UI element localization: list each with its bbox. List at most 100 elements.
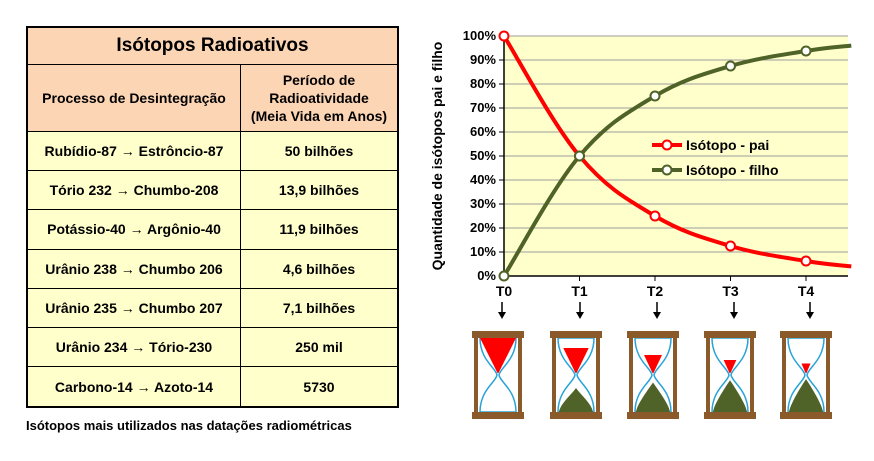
- legend-marker: [661, 164, 673, 176]
- y-axis-label: Quantidade de isótopos pai e filho: [429, 42, 445, 271]
- table-row: Urânio 234 → Tório-230 250 mil: [26, 326, 399, 368]
- data-point: [498, 270, 510, 282]
- down-arrow-head-icon: [576, 312, 584, 319]
- hourglass-right-post: [673, 338, 677, 412]
- hourglass-top-plate: [472, 331, 524, 338]
- hourglass-row: [470, 302, 870, 420]
- table-row: Potássio-40 → Argônio-40 11,9 bilhões: [26, 209, 399, 250]
- hourglass-graphic: [550, 331, 602, 419]
- data-point: [725, 240, 736, 252]
- data-point: [649, 210, 661, 222]
- hourglass-right-post: [826, 338, 830, 412]
- legend-label: Isótopo - pai: [686, 137, 769, 153]
- y-tick-label: 30%: [470, 196, 496, 211]
- x-tick-label: T1: [571, 283, 588, 299]
- hourglass-t3-icon: [702, 330, 758, 420]
- hourglass-right-post: [750, 338, 754, 412]
- hourglass-top-plate: [704, 331, 756, 338]
- hourglass-top-plate: [550, 331, 602, 338]
- hourglass-left-post: [782, 338, 786, 412]
- parent-sand: [801, 363, 811, 373]
- y-tick-label: 60%: [470, 124, 496, 139]
- process-cell: Potássio-40 → Argônio-40: [26, 209, 241, 250]
- hourglass-left-post: [629, 338, 633, 412]
- half-life-cell: 11,9 bilhões: [240, 209, 399, 250]
- hourglass-graphic: [472, 331, 524, 419]
- half-life-cell: 250 mil: [240, 326, 399, 368]
- down-arrow-head-icon: [806, 312, 814, 319]
- process-cell: Urânio 234 → Tório-230: [26, 326, 241, 368]
- legend-marker: [661, 139, 673, 151]
- hourglass-left-post: [706, 338, 710, 412]
- half-life-cell: 4,6 bilhões: [240, 248, 399, 289]
- daughter-sand: [713, 380, 747, 412]
- table-row: Urânio 235 → Chumbo 207 7,1 bilhões: [26, 287, 399, 328]
- table-row: Carbono-14 → Azoto-14 5730: [26, 366, 399, 408]
- column-header-half-life-line: (Meia Vida em Anos): [250, 108, 388, 124]
- hourglass-t4-icon: [778, 330, 834, 420]
- hourglass-graphic: [627, 331, 679, 419]
- hourglass-bottom-plate: [780, 412, 832, 419]
- hourglass-t1-icon: [548, 330, 604, 420]
- table-row: Tório 232 → Chumbo-208 13,9 bilhões: [26, 170, 399, 211]
- column-header-process: Processo de Desintegração: [26, 64, 241, 132]
- hourglass-graphic: [780, 331, 832, 419]
- y-tick-label: 90%: [470, 52, 496, 67]
- half-life-cell: 50 bilhões: [240, 130, 399, 172]
- daughter-sand: [559, 387, 593, 412]
- hourglass-bottom-plate: [627, 412, 679, 419]
- table-row: Urânio 238 → Chumbo 206 4,6 bilhões: [26, 248, 399, 289]
- hourglass-bottom-plate: [704, 412, 756, 419]
- down-arrow-head-icon: [498, 312, 506, 319]
- y-tick-label: 0%: [477, 268, 496, 283]
- hourglass-right-post: [596, 338, 600, 412]
- hourglass-top-plate: [627, 331, 679, 338]
- hourglass-left-post: [474, 338, 478, 412]
- y-tick-label: 50%: [470, 148, 496, 163]
- table-caption: Isótopos mais utilizados nas datações ra…: [26, 418, 352, 433]
- hourglass-bottom-plate: [472, 412, 524, 419]
- down-arrow-head-icon: [653, 312, 661, 319]
- column-header-half-life: Período de Radioatividade (Meia Vida em …: [240, 64, 399, 132]
- data-point: [574, 150, 585, 162]
- data-point: [800, 255, 812, 267]
- x-tick-label: T4: [798, 283, 815, 299]
- parent-sand: [480, 338, 516, 373]
- data-point: [498, 30, 510, 42]
- data-point: [649, 90, 661, 102]
- data-point: [800, 45, 812, 57]
- data-point: [725, 60, 736, 72]
- table-title: Isótopos Radioativos: [26, 26, 399, 65]
- hourglass-right-post: [518, 338, 522, 412]
- column-header-half-life-line: Radioatividade: [269, 90, 369, 106]
- process-cell: Urânio 235 → Chumbo 207: [26, 287, 241, 328]
- arrows-layer: [498, 302, 814, 319]
- daughter-sand: [636, 382, 670, 412]
- process-cell: Carbono-14 → Azoto-14: [26, 366, 241, 408]
- hourglass-bottom-plate: [550, 412, 602, 419]
- parent-sand: [723, 359, 737, 373]
- table-row: Rubídio-87 → Estrôncio-87 50 bilhões: [26, 130, 399, 172]
- x-tick-label: T3: [722, 283, 739, 299]
- decay-chart: 0% 10% 20% 30% 40% 50% 60% 70% 80% 90% 100% T0 T1 T2 T…: [429, 28, 852, 299]
- legend-label: Isótopo - filho: [686, 162, 779, 178]
- down-arrow-head-icon: [730, 312, 738, 319]
- process-cell: Rubídio-87 → Estrôncio-87: [26, 130, 241, 172]
- x-tick-label: T2: [647, 283, 664, 299]
- half-life-cell: 7,1 bilhões: [240, 287, 399, 328]
- hourglass-t2-icon: [625, 330, 681, 420]
- parent-sand: [644, 355, 662, 373]
- process-cell: Urânio 238 → Chumbo 206: [26, 248, 241, 289]
- hourglass-graphic: [704, 331, 756, 419]
- y-tick-label: 100%: [463, 28, 497, 43]
- hourglass-left-post: [552, 338, 556, 412]
- isotopes-table: Isótopos Radioativos Processo de Desinte…: [26, 26, 399, 408]
- x-tick-label: T0: [496, 283, 513, 299]
- y-tick-label: 70%: [470, 100, 496, 115]
- hourglass-top-plate: [780, 331, 832, 338]
- y-tick-label: 10%: [470, 244, 496, 259]
- y-tick-label: 40%: [470, 172, 496, 187]
- hourglass-t0-icon: [470, 330, 526, 420]
- y-tick-label: 20%: [470, 220, 496, 235]
- half-life-cell: 5730: [240, 366, 399, 408]
